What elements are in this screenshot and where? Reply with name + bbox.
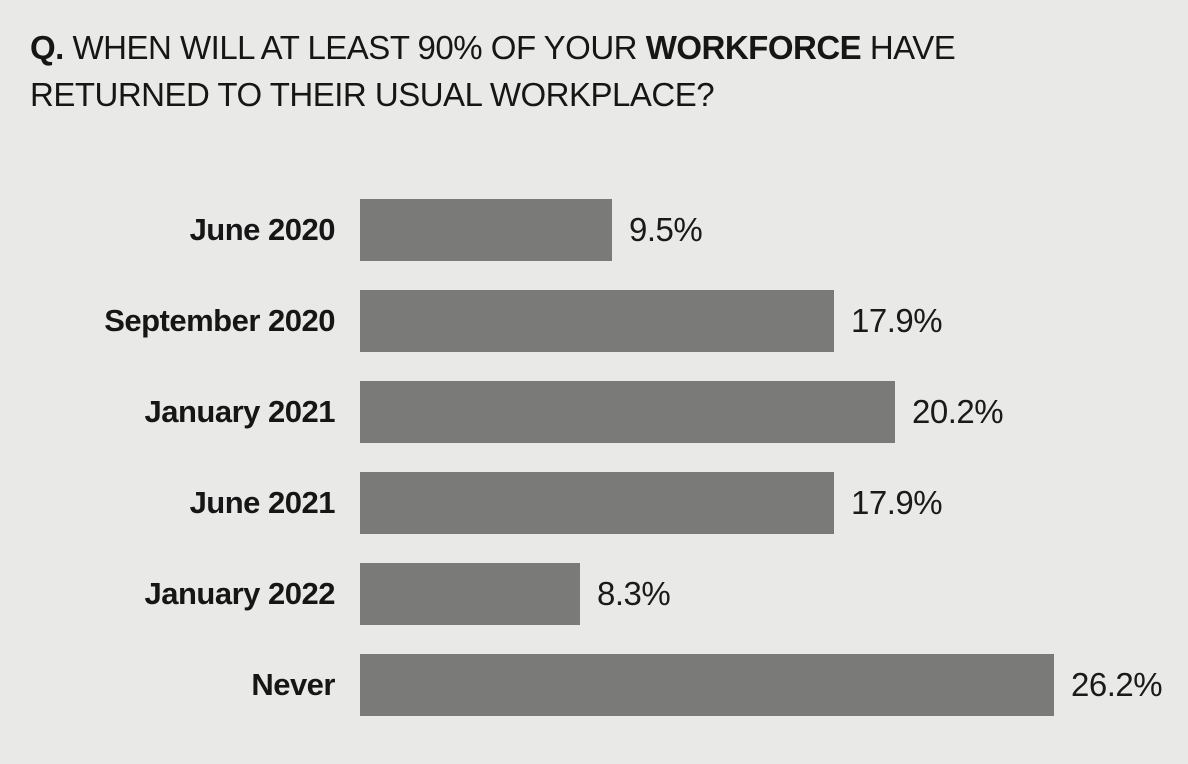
bar-row: September 2020 17.9% — [0, 290, 1188, 352]
category-label: January 2022 — [144, 576, 336, 611]
bar-area: 20.2% — [360, 381, 1188, 443]
question-prefix: Q. — [30, 29, 64, 66]
value-label: 8.3% — [597, 575, 671, 612]
value-label: 17.9% — [851, 484, 943, 521]
bar-rows: June 2020 9.5% September 2020 17.9% Janu… — [0, 199, 1188, 745]
value-label: 17.9% — [851, 302, 943, 339]
title-emphasis-text: WORKFORCE — [645, 29, 862, 66]
chart-title: Q. WHEN WILL AT LEAST 90% OF YOUR WORKFO… — [30, 24, 1060, 118]
bar — [360, 563, 580, 625]
bar-row: June 2020 9.5% — [0, 199, 1188, 261]
value-label: 26.2% — [1071, 666, 1163, 703]
bar — [360, 381, 895, 443]
category-label: June 2021 — [189, 485, 336, 520]
category-label: Never — [251, 667, 335, 702]
bar-row: Never 26.2% — [0, 654, 1188, 716]
bar-row: January 2022 8.3% — [0, 563, 1188, 625]
bar-area: 8.3% — [360, 563, 1188, 625]
bar — [360, 472, 834, 534]
value-label: 20.2% — [912, 393, 1004, 430]
bar — [360, 290, 834, 352]
bar — [360, 654, 1054, 716]
value-label: 9.5% — [629, 211, 703, 248]
title-tail-text: HAVE RETURNED TO THEIR USUAL WORKPLACE? — [30, 29, 956, 113]
category-label: January 2021 — [144, 394, 336, 429]
title-lead-text: WHEN WILL AT LEAST 90% OF YOUR — [63, 29, 646, 66]
bar — [360, 199, 612, 261]
bar-area: 9.5% — [360, 199, 1188, 261]
category-label: September 2020 — [104, 303, 335, 338]
category-label: June 2020 — [189, 212, 336, 247]
bar-row: January 2021 20.2% — [0, 381, 1188, 443]
bar-area: 17.9% — [360, 472, 1188, 534]
bar-area: 26.2% — [360, 654, 1188, 716]
bar-row: June 2021 17.9% — [0, 472, 1188, 534]
bar-area: 17.9% — [360, 290, 1188, 352]
